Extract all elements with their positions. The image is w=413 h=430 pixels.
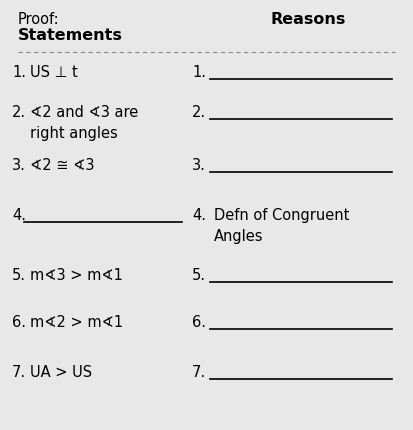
- Text: m∢2 > m∢1: m∢2 > m∢1: [30, 315, 123, 330]
- Text: 2.: 2.: [192, 105, 206, 120]
- Text: Statements: Statements: [18, 28, 123, 43]
- Text: ∢2 ≅ ∢3: ∢2 ≅ ∢3: [30, 158, 95, 173]
- Text: 5.: 5.: [12, 268, 26, 283]
- Text: 7.: 7.: [192, 365, 206, 380]
- Text: 3.: 3.: [12, 158, 26, 173]
- Text: 7.: 7.: [12, 365, 26, 380]
- Text: 1.: 1.: [192, 65, 206, 80]
- Text: 2.: 2.: [12, 105, 26, 120]
- Text: m∢3 > m∢1: m∢3 > m∢1: [30, 268, 123, 283]
- Text: US ⊥ t: US ⊥ t: [30, 65, 78, 80]
- Text: 6.: 6.: [12, 315, 26, 330]
- Text: 5.: 5.: [192, 268, 206, 283]
- Text: UA > US: UA > US: [30, 365, 92, 380]
- Text: 4.: 4.: [192, 208, 206, 223]
- Text: 4.: 4.: [12, 208, 26, 223]
- Text: Reasons: Reasons: [270, 12, 345, 27]
- Text: ∢2 and ∢3 are
right angles: ∢2 and ∢3 are right angles: [30, 105, 138, 141]
- Text: Defn of Congruent
Angles: Defn of Congruent Angles: [214, 208, 349, 244]
- Text: Proof:: Proof:: [18, 12, 59, 27]
- Text: 1.: 1.: [12, 65, 26, 80]
- Text: 3.: 3.: [192, 158, 206, 173]
- Text: 6.: 6.: [192, 315, 206, 330]
